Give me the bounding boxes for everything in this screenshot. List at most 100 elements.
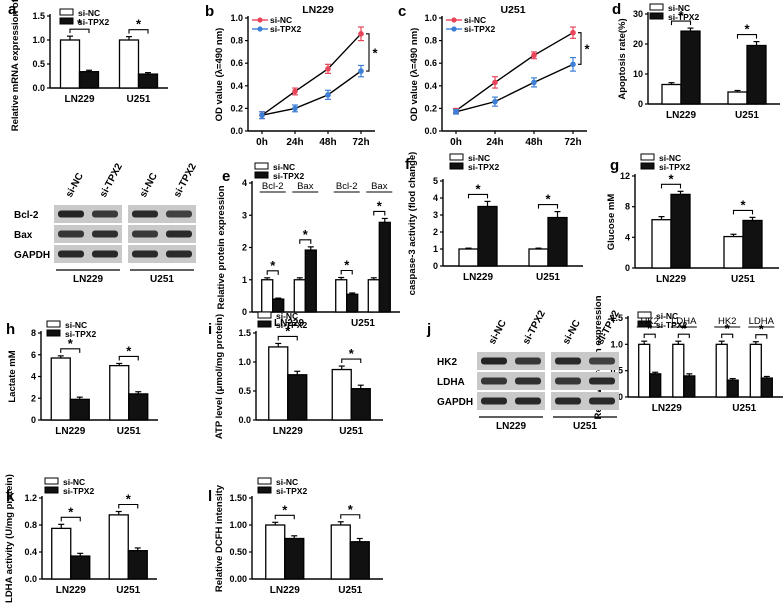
legend-label: si-TPX2 <box>276 320 307 330</box>
significance-star: * <box>282 502 288 517</box>
panel-letter: e <box>222 168 230 185</box>
bar-si-tpx2 <box>346 293 359 313</box>
y-axis-label: ATP level (μmol/mg protein) <box>214 314 225 439</box>
blot-strip <box>551 372 619 390</box>
bar-si-nc <box>335 279 348 313</box>
legend-swatch <box>59 17 74 25</box>
bar-si-nc <box>458 248 479 267</box>
bar-si-tpx2 <box>726 379 739 398</box>
protein-band <box>166 210 192 218</box>
data-point <box>292 105 298 112</box>
row-label: Bax <box>14 230 33 241</box>
significance-star: * <box>348 502 354 517</box>
category-label: Bcl-2 <box>336 181 358 192</box>
x-tick-label: LN229 <box>270 585 300 596</box>
significance-star: * <box>77 16 83 31</box>
y-axis-label: OD value (λ=490 nm) <box>214 28 225 122</box>
y-tick-label: 1.00 <box>229 520 247 530</box>
legend-label: si-NC <box>63 477 85 487</box>
y-tick-label: 0.00 <box>229 574 247 584</box>
blot-strip <box>128 225 196 243</box>
x-tick-label: 0h <box>256 137 268 148</box>
significance-star: * <box>68 336 74 351</box>
data-point <box>358 31 364 37</box>
y-tick-label: 1.5 <box>610 313 623 323</box>
protein-band <box>132 250 158 258</box>
significance-bracket <box>736 34 758 39</box>
legend-swatch <box>649 12 664 20</box>
legend-label: si-TPX2 <box>668 12 699 22</box>
lane-label: si-NC <box>487 318 509 346</box>
bar-si-nc <box>268 346 289 421</box>
group-label: LN229 <box>496 421 526 432</box>
bar-si-tpx2 <box>128 393 149 421</box>
legend-swatch <box>640 153 655 161</box>
lane-label: si-TPX2 <box>521 308 548 346</box>
y-tick-label: 2 <box>433 227 438 237</box>
y-tick-label: 12 <box>620 171 630 181</box>
y-axis-label: Relative DCFH intensity <box>214 484 225 592</box>
x-tick-label: 0h <box>450 137 462 148</box>
chart-title: U251 <box>500 4 525 16</box>
panel-letter: l <box>208 488 212 505</box>
panel-b: b LN229 0.0 0.2 0.4 0.6 0.8 1.0 OD value (λ=490 … <box>205 3 378 148</box>
x-tick-label: U251 <box>339 426 363 437</box>
significance-bracket <box>299 239 312 244</box>
x-tick-label: U251 <box>536 272 560 283</box>
bar-si-nc <box>727 91 748 105</box>
legend-label: si-NC <box>276 311 298 321</box>
bar-si-nc <box>715 343 728 398</box>
y-tick-label: 0.4 <box>424 81 437 91</box>
significance-bracket <box>467 193 489 199</box>
y-tick-label: 0 <box>625 263 630 273</box>
panel-letter: k <box>6 488 15 505</box>
row-label: LDHA <box>437 377 465 388</box>
y-tick-label: 1.2 <box>24 493 37 503</box>
legend-label: si-NC <box>273 162 295 172</box>
significance-bracket <box>69 28 90 34</box>
y-tick-label: 1.0 <box>238 357 251 367</box>
y-axis-label: LDHA activity (U/mg protein) <box>4 474 15 603</box>
significance-star: * <box>68 504 74 519</box>
blot-strip <box>551 392 619 410</box>
blot-strip <box>54 205 122 223</box>
bar-si-nc <box>651 219 672 269</box>
legend-label: si-NC <box>659 153 681 163</box>
bar-si-nc <box>528 248 549 267</box>
bar-si-nc <box>118 39 140 89</box>
protein-band <box>555 377 581 385</box>
bar-si-nc <box>50 357 71 421</box>
data-point <box>292 88 298 95</box>
legend-label: si-TPX2 <box>464 24 495 34</box>
data-point <box>492 98 498 105</box>
significance-bracket <box>660 183 682 189</box>
protein-band <box>481 357 507 365</box>
bar-si-tpx2 <box>304 249 317 313</box>
x-tick-label: LN229 <box>656 274 686 285</box>
significance-star: * <box>126 492 132 507</box>
category-label: LDHA <box>671 316 697 327</box>
bar-si-tpx2 <box>670 193 691 269</box>
protein-band <box>515 397 541 405</box>
bar-si-nc <box>51 527 72 580</box>
bar-si-tpx2 <box>70 555 91 580</box>
lane-label: si-TPX2 <box>98 161 125 199</box>
lane-label: si-NC <box>64 171 86 199</box>
y-axis-label: OD value (λ=490 nm) <box>409 28 420 122</box>
legend-swatch <box>44 477 59 485</box>
bar-si-nc <box>59 39 81 89</box>
significance-star: * <box>584 42 590 57</box>
series-line-si-nc <box>261 33 362 116</box>
bar-si-tpx2 <box>78 71 100 89</box>
protein-band <box>481 377 507 385</box>
y-axis-label: Relative protein expression <box>216 185 227 309</box>
lane-label: si-TPX2 <box>172 161 199 199</box>
bar-si-nc <box>261 279 274 313</box>
y-tick-label: 0.0 <box>238 415 251 425</box>
bar-si-tpx2 <box>683 375 696 398</box>
significance-star: * <box>740 197 746 212</box>
legend-swatch <box>44 486 59 494</box>
y-tick-label: 0 <box>433 261 438 271</box>
panel-letter: g <box>610 157 619 174</box>
